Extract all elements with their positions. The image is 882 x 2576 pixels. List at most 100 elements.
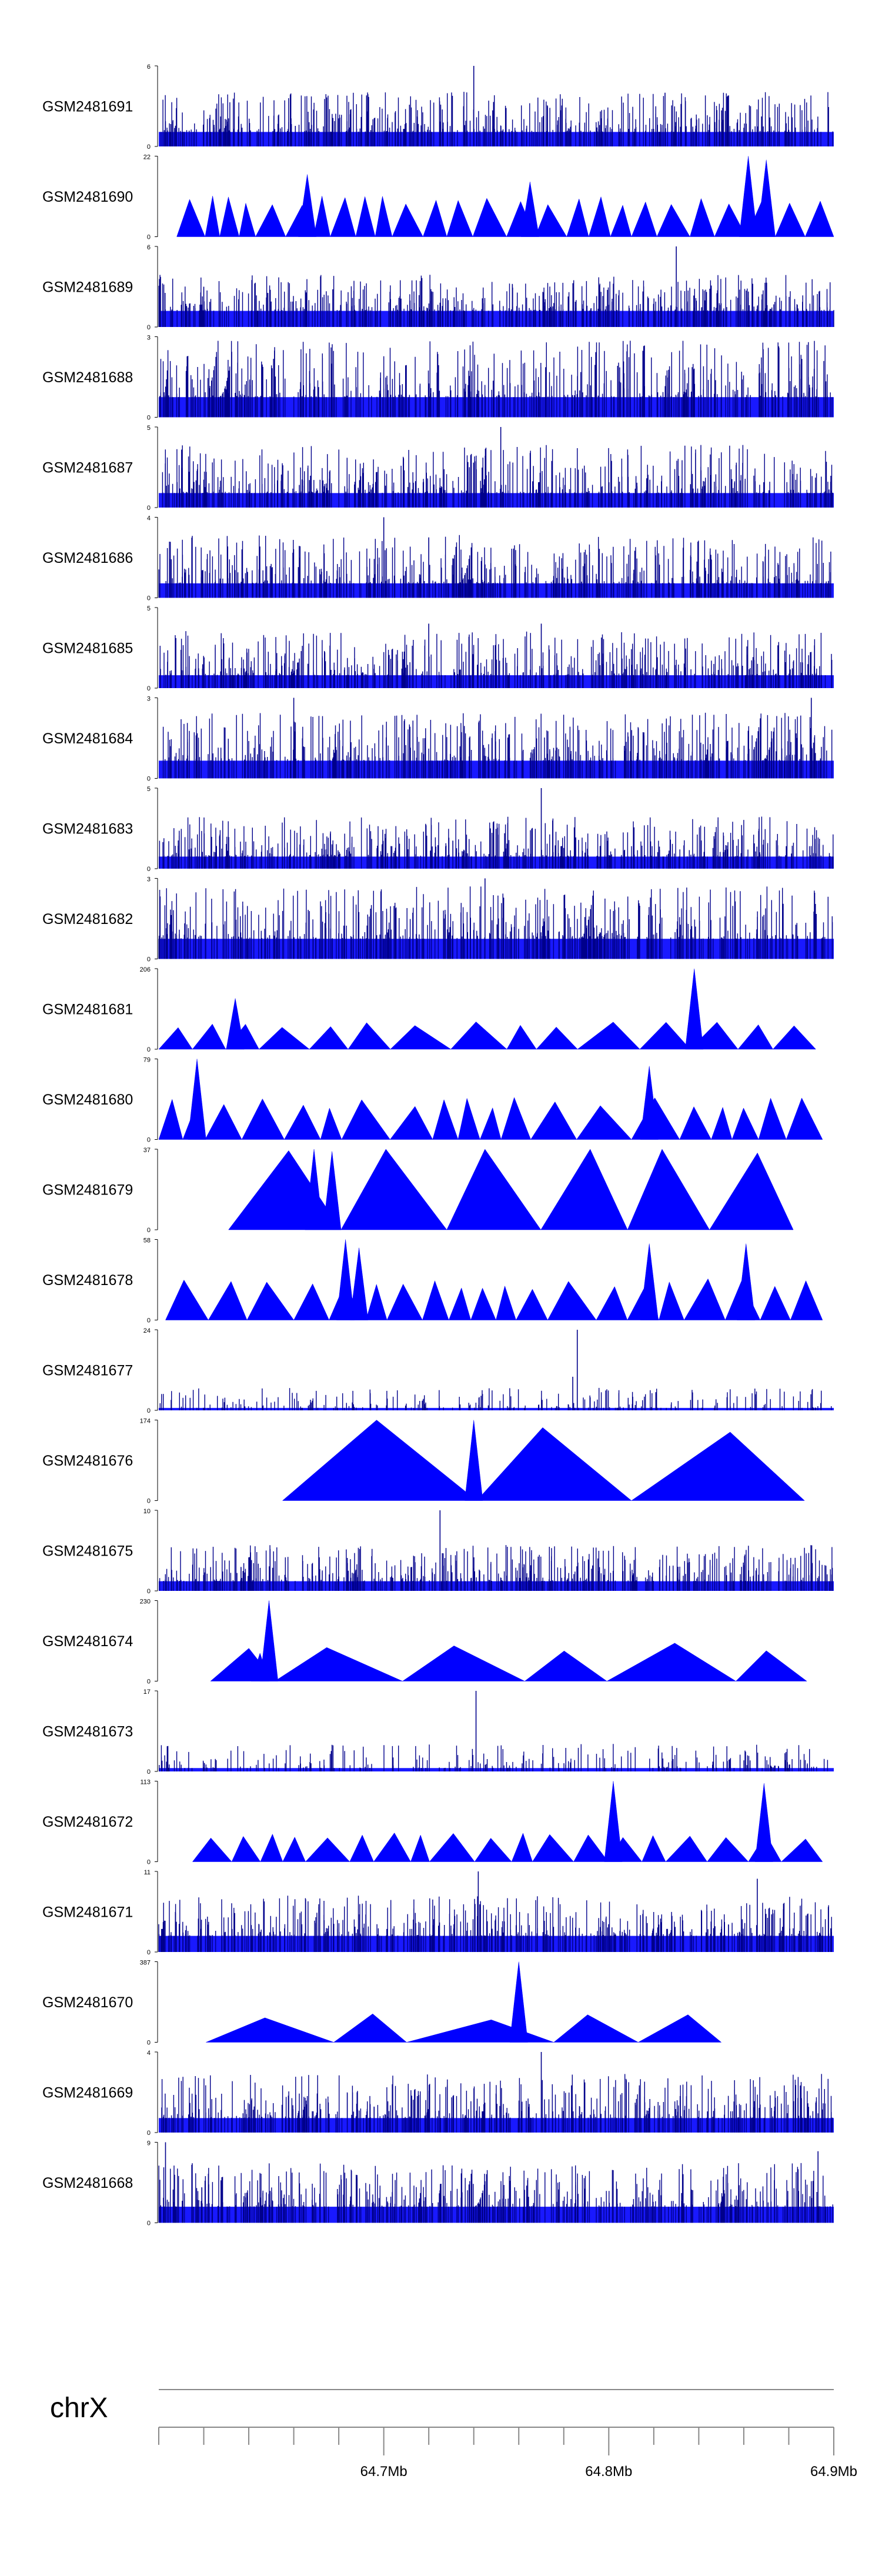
track-label: GSM2481674 bbox=[42, 1633, 133, 1650]
coverage-triangle bbox=[573, 1834, 609, 1862]
track-label: GSM2481689 bbox=[42, 279, 133, 296]
track-label: GSM2481672 bbox=[42, 1814, 133, 1830]
coverage-triangle bbox=[683, 1278, 726, 1320]
track-GSM2481674: GSM2481674 230 0 bbox=[42, 1599, 807, 1686]
track-label: GSM2481679 bbox=[42, 1182, 133, 1199]
track-label: GSM2481675 bbox=[42, 1543, 133, 1560]
coverage-spikes bbox=[159, 1387, 832, 1410]
coverage-spikes bbox=[159, 341, 833, 418]
track-label: GSM2481683 bbox=[42, 821, 133, 837]
coverage-band bbox=[159, 1768, 834, 1771]
y-zero-label: 0 bbox=[147, 1859, 151, 1866]
coverage-triangle bbox=[366, 1283, 387, 1320]
y-zero-label: 0 bbox=[147, 1679, 151, 1686]
coverage-triangle bbox=[402, 1646, 525, 1681]
coverage-spikes bbox=[159, 1744, 828, 1771]
track-GSM2481678: GSM2481678 58 0 bbox=[42, 1237, 823, 1324]
track-label: GSM2481681 bbox=[42, 1002, 133, 1018]
coverage-triangle bbox=[176, 199, 206, 237]
peak-mark bbox=[298, 174, 317, 237]
coverage-band bbox=[159, 1581, 834, 1591]
track-GSM2481680: GSM2481680 79 0 bbox=[42, 1057, 823, 1144]
coverage-spikes bbox=[158, 535, 831, 598]
peak-mark bbox=[226, 998, 245, 1050]
coverage-triangle bbox=[341, 1099, 390, 1140]
coverage-triangle bbox=[255, 204, 286, 237]
track-GSM2481677: GSM2481677 24 0 bbox=[42, 1327, 834, 1414]
coverage-triangle bbox=[472, 198, 507, 237]
y-zero-label: 0 bbox=[147, 1046, 151, 1053]
track-label: GSM2481669 bbox=[42, 2085, 133, 2101]
track-GSM2481690: GSM2481690 22 0 bbox=[42, 154, 834, 241]
coverage-triangle bbox=[566, 198, 589, 237]
coverage-triangle bbox=[711, 1106, 733, 1140]
track-label: GSM2481678 bbox=[42, 1272, 133, 1289]
track-GSM2481691: GSM2481691 6 0 bbox=[42, 64, 834, 151]
coverage-triangle bbox=[610, 205, 632, 237]
coverage-triangle bbox=[274, 1647, 403, 1681]
y-max-label: 4 bbox=[147, 2050, 151, 2057]
coverage-triangle bbox=[470, 1287, 496, 1320]
coverage-triangle bbox=[158, 1099, 183, 1140]
coverage-triangle bbox=[606, 1643, 737, 1681]
coverage-triangle bbox=[781, 1838, 823, 1862]
track-GSM2481681: GSM2481681 206 0 bbox=[42, 966, 816, 1053]
peak-mark bbox=[737, 1243, 756, 1320]
coverage-triangle bbox=[158, 1027, 193, 1050]
y-max-label: 9 bbox=[147, 2140, 151, 2147]
coverage-triangle bbox=[192, 1837, 232, 1862]
y-zero-label: 0 bbox=[147, 1769, 151, 1776]
coverage-triangle bbox=[496, 1285, 516, 1320]
track-label: GSM2481687 bbox=[42, 460, 133, 476]
y-max-label: 6 bbox=[147, 64, 151, 71]
track-GSM2481679: GSM2481679 37 0 bbox=[42, 1147, 794, 1234]
y-max-label: 11 bbox=[144, 1869, 151, 1876]
coverage-triangle bbox=[386, 1283, 423, 1320]
coverage-band bbox=[159, 1407, 834, 1410]
y-max-label: 113 bbox=[140, 1779, 151, 1786]
peak-mark bbox=[305, 1149, 323, 1230]
y-max-label: 22 bbox=[143, 154, 151, 161]
peak-mark bbox=[604, 1781, 623, 1862]
coverage-spikes bbox=[159, 1545, 833, 1591]
coverage-spikes bbox=[158, 2163, 833, 2223]
coverage-triangle bbox=[642, 1835, 666, 1862]
coverage-triangle bbox=[474, 1838, 512, 1862]
peak-mark bbox=[188, 1059, 206, 1140]
coverage-triangle bbox=[731, 1107, 759, 1140]
y-max-label: 3 bbox=[147, 696, 151, 703]
track-GSM2481688: GSM2481688 3 0 bbox=[42, 335, 834, 422]
coverage-triangle bbox=[631, 201, 657, 237]
peak-mark bbox=[509, 1961, 528, 2043]
genome-axis: chrX 64.7Mb 64.8Mb 64.9Mb bbox=[50, 2389, 857, 2480]
coverage-triangle bbox=[239, 203, 256, 237]
coverage-triangle bbox=[479, 1107, 502, 1140]
coverage-triangle bbox=[524, 1650, 607, 1681]
y-zero-label: 0 bbox=[147, 956, 151, 963]
y-zero-label: 0 bbox=[147, 1949, 151, 1956]
coverage-triangle bbox=[192, 1023, 226, 1050]
y-zero-label: 0 bbox=[147, 1588, 151, 1595]
y-max-label: 387 bbox=[140, 1960, 151, 1967]
y-zero-label: 0 bbox=[147, 595, 151, 602]
track-GSM2481684: GSM2481684 3 0 bbox=[42, 696, 834, 783]
y-max-label: 58 bbox=[143, 1237, 151, 1244]
y-max-label: 5 bbox=[147, 605, 151, 612]
coverage-triangle bbox=[228, 1150, 342, 1230]
track-label: GSM2481680 bbox=[42, 1092, 133, 1108]
coverage-triangle bbox=[392, 203, 423, 237]
coverage-triangle bbox=[406, 2019, 554, 2043]
coverage-triangle bbox=[532, 1834, 574, 1862]
y-zero-label: 0 bbox=[147, 776, 151, 783]
coverage-triangle bbox=[390, 1025, 452, 1050]
coverage-spikes bbox=[161, 2074, 833, 2133]
y-zero-label: 0 bbox=[147, 2220, 151, 2227]
coverage-triangle bbox=[309, 1026, 349, 1050]
coverage-spikes bbox=[161, 92, 833, 146]
track-GSM2481669: GSM2481669 4 0 bbox=[42, 2050, 834, 2137]
track-GSM2481687: GSM2481687 5 0 bbox=[42, 425, 834, 512]
coverage-triangle bbox=[553, 2014, 639, 2043]
coverage-triangle bbox=[284, 1105, 321, 1140]
track-label: GSM2481676 bbox=[42, 1453, 133, 1469]
track-GSM2481689: GSM2481689 6 0 bbox=[42, 244, 834, 331]
